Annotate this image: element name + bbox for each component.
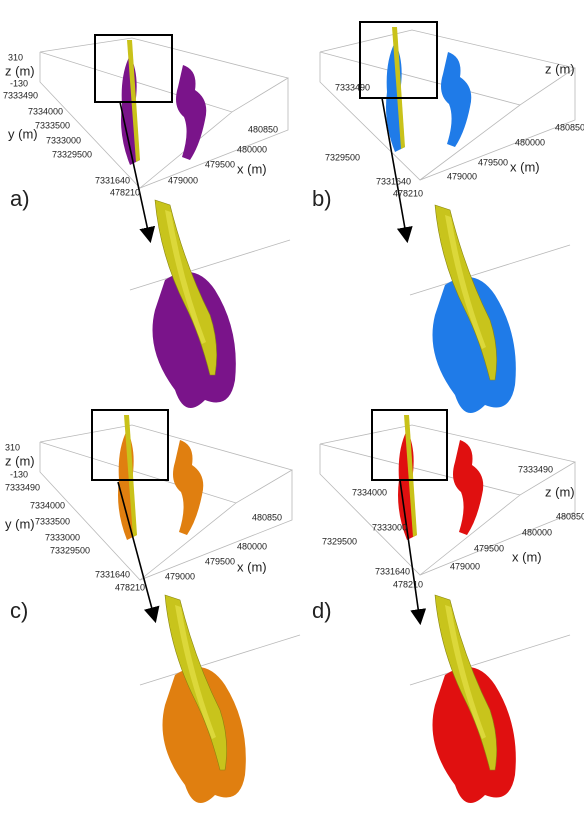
axis-line [139,634,301,686]
tick-label: 479000 [165,571,195,581]
tick-label: 7333500 [35,516,70,526]
axis-line [409,244,571,296]
zoom-box [371,409,448,481]
axis-title: z (m) [545,61,575,76]
tick-label: 73329500 [52,149,92,159]
tick-label: 310 [8,52,23,62]
zoom-arrow [399,479,427,626]
tick-label: 7329500 [325,152,360,162]
tick-label: 480000 [515,137,545,147]
fault-plane [392,27,405,149]
axis-title: x (m) [510,159,540,174]
tick-label: 7333490 [518,464,553,474]
fault-zoom [175,605,216,739]
bounding-box [419,494,521,576]
tick-label: 480000 [237,144,267,154]
bounding-box [139,502,237,581]
ore-body [121,55,140,165]
tick-label: 480850 [556,511,584,521]
panel-label: c) [10,598,28,623]
tick-label: -130 [10,78,28,88]
axis-line [129,239,291,291]
axis-title: z (m) [5,453,35,468]
tick-label: 7333490 [335,82,370,92]
tick-label: 479500 [205,159,235,169]
tick-label: 7333490 [3,90,38,100]
tick-label: 480850 [252,512,282,522]
ore-body [453,440,484,535]
tick-label: 480850 [555,122,584,132]
tick-label: 7334000 [28,106,63,116]
axis-title: x (m) [512,549,542,564]
tick-label: 480850 [248,124,278,134]
axis-title: y (m) [5,516,35,531]
axis-line [409,634,571,686]
zoom-arrow [381,97,413,244]
fault-plane [124,415,137,537]
tick-label: 7331640 [95,175,130,185]
zoom-box [94,34,173,103]
tick-label: 7331640 [95,569,130,579]
tick-label: 478210 [110,187,140,197]
tick-label: 479000 [447,171,477,181]
tick-label: 7333000 [372,522,407,532]
tick-label: 479500 [205,556,235,566]
zoom-arrow [119,101,156,244]
tick-label: 480000 [237,541,267,551]
tick-label: 478210 [393,188,423,198]
tick-label: 7333000 [45,532,80,542]
fault-zoom [445,215,486,349]
axis-title: z (m) [5,63,35,78]
zoom-box [359,21,438,99]
ore-body [176,65,207,160]
panel-label: b) [312,186,332,211]
axis-title: x (m) [237,559,267,574]
tick-label: 7333500 [35,120,70,130]
tick-label: 7334000 [352,487,387,497]
bounding-box [419,104,521,181]
fault-plane [404,415,417,537]
tick-label: 479000 [168,175,198,185]
axis-title: x (m) [237,161,267,176]
zoom-box [91,409,169,481]
ore-body [441,52,472,147]
fault-zoom [445,605,486,739]
axis-title: z (m) [545,484,575,499]
tick-label: 7333000 [46,135,81,145]
tick-label: 479500 [474,543,504,553]
panel-label: d) [312,598,332,623]
tick-label: 478210 [115,582,145,592]
tick-label: 73329500 [50,545,90,555]
tick-label: 7329500 [322,536,357,546]
tick-label: 7331640 [375,566,410,576]
tick-label: 310 [5,442,20,452]
tick-label: 7333490 [5,482,40,492]
tick-label: 480000 [522,527,552,537]
tick-label: 478210 [393,579,423,589]
fault-zoom [165,210,206,344]
ore-body [398,430,417,540]
tick-label: 7331640 [376,176,411,186]
zoom-arrow [117,481,160,624]
tick-label: 479000 [450,561,480,571]
tick-label: 479500 [478,157,508,167]
panel-label: a) [10,186,30,211]
tick-label: 7334000 [30,500,65,510]
tick-label: -130 [10,469,28,479]
axis-title: y (m) [8,126,38,141]
ore-body [173,440,204,535]
ore-body [118,430,137,540]
